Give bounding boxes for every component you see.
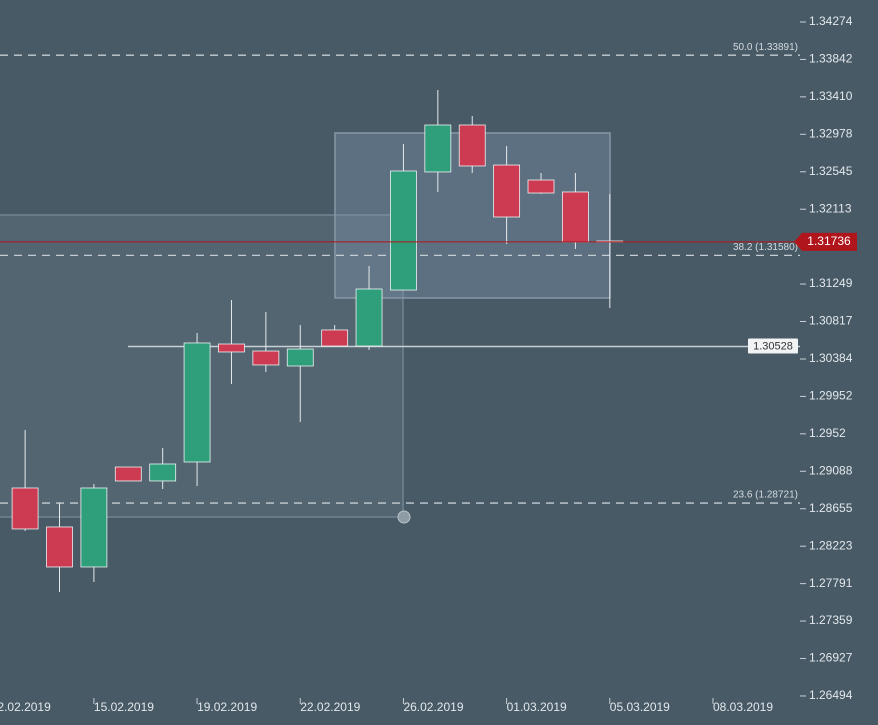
candle-body bbox=[493, 164, 521, 218]
y-tick-label: 1.27359 bbox=[809, 613, 853, 627]
candle-body bbox=[11, 487, 39, 530]
candle-body bbox=[46, 526, 73, 568]
fib-label: 38.2 (1.31580) bbox=[733, 242, 798, 253]
candle-body bbox=[321, 329, 349, 347]
x-tick-label: 01.03.2019 bbox=[507, 700, 567, 714]
candle-body bbox=[390, 170, 417, 291]
y-tick-label: 1.26927 bbox=[809, 651, 853, 665]
y-tick-label: 1.27791 bbox=[809, 576, 853, 590]
y-tick-label: 1.28655 bbox=[809, 501, 853, 515]
current-price-label: 1.31736 bbox=[807, 234, 851, 248]
price-line-label-box bbox=[748, 338, 798, 354]
drag-handle bbox=[397, 510, 411, 524]
price-line-label: 1.30528 bbox=[753, 340, 793, 352]
candle-body bbox=[252, 350, 280, 366]
y-tick-label: 1.26494 bbox=[809, 688, 853, 702]
y-tick-label: 1.29088 bbox=[809, 463, 853, 477]
candle-body bbox=[286, 348, 314, 367]
y-tick-label: 1.34274 bbox=[809, 14, 853, 28]
y-tick-label: 1.32545 bbox=[809, 164, 853, 178]
x-tick-label: 22.02.2019 bbox=[300, 700, 360, 714]
candle-body bbox=[80, 487, 108, 568]
x-tick-label: 26.02.2019 bbox=[403, 700, 463, 714]
x-tick-label: 05.03.2019 bbox=[610, 700, 670, 714]
candle-body bbox=[149, 463, 177, 482]
y-tick-label: 1.32113 bbox=[809, 201, 852, 215]
y-tick-label: 1.29952 bbox=[809, 389, 853, 403]
candle-body bbox=[355, 288, 383, 347]
candle-body bbox=[114, 466, 142, 482]
current-price-label-box bbox=[794, 232, 857, 251]
candle-body bbox=[458, 124, 486, 167]
fib-label: 23.6 (1.28721) bbox=[733, 490, 798, 501]
candle-body bbox=[562, 191, 589, 243]
x-tick-label: 19.02.2019 bbox=[197, 700, 257, 714]
y-tick-label: 1.28223 bbox=[809, 538, 853, 552]
x-tick-label: 15.02.2019 bbox=[94, 700, 154, 714]
y-tick-label: 1.33842 bbox=[809, 52, 853, 66]
y-tick-label: 1.32978 bbox=[809, 126, 853, 140]
fib-label: 50.0 (1.33891) bbox=[733, 42, 798, 53]
candle-body bbox=[218, 343, 245, 353]
candle-body bbox=[527, 179, 555, 194]
y-tick-label: 1.2952 bbox=[809, 426, 846, 440]
x-tick-label: 08.03.2019 bbox=[713, 700, 773, 714]
y-tick-label: 1.30384 bbox=[809, 351, 853, 365]
y-tick-label: 1.30817 bbox=[809, 314, 853, 328]
candle-body bbox=[183, 342, 211, 463]
y-tick-label: 1.33410 bbox=[809, 89, 853, 103]
candle-body bbox=[424, 124, 452, 173]
x-tick-label: 12.02.2019 bbox=[0, 700, 51, 714]
y-tick-label: 1.31249 bbox=[809, 276, 853, 290]
